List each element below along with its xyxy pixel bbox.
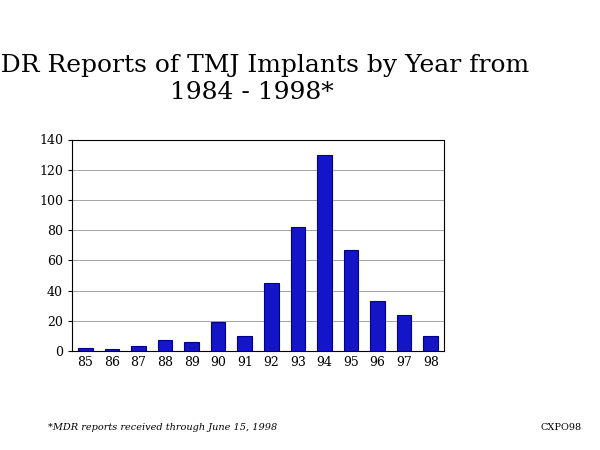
Bar <box>290 227 305 351</box>
Bar <box>424 336 438 351</box>
Bar <box>184 342 199 351</box>
Text: CXPO98: CXPO98 <box>541 423 582 432</box>
Bar <box>211 322 226 351</box>
Bar <box>78 348 92 351</box>
Text: *MDR reports received through June 15, 1998: *MDR reports received through June 15, 1… <box>48 423 277 432</box>
Text: MDR Reports of TMJ Implants by Year from
1984 - 1998*: MDR Reports of TMJ Implants by Year from… <box>0 54 529 104</box>
Bar <box>158 340 172 351</box>
Bar <box>397 315 412 351</box>
Bar <box>104 350 119 351</box>
Bar <box>317 155 332 351</box>
Bar <box>238 336 252 351</box>
Bar <box>131 346 146 351</box>
Bar <box>370 301 385 351</box>
Bar <box>344 250 358 351</box>
Bar <box>264 283 278 351</box>
